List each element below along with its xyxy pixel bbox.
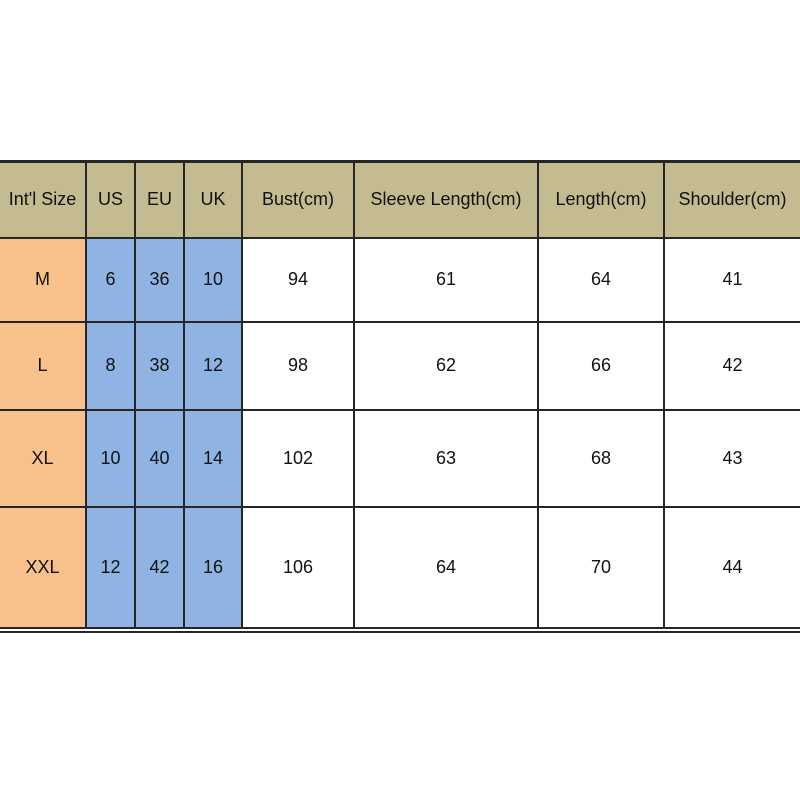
cell-length: 68 <box>537 408 665 508</box>
column-header-length: Length(cm) <box>537 160 665 239</box>
cell-sleeve: 63 <box>353 408 539 508</box>
table-outer-bottom-border <box>0 630 800 633</box>
cell-us: 6 <box>85 236 136 323</box>
cell-size: L <box>0 320 87 411</box>
cell-length: 64 <box>537 236 665 323</box>
cell-uk: 12 <box>183 320 243 411</box>
column-header-uk: UK <box>183 160 243 239</box>
size-chart-table: Int'l Size US EU UK Bust(cm) Sleeve Leng… <box>0 160 800 629</box>
cell-length: 70 <box>537 505 665 629</box>
cell-uk: 10 <box>183 236 243 323</box>
column-header-sleeve-length: Sleeve Length(cm) <box>353 160 539 239</box>
cell-us: 12 <box>85 505 136 629</box>
table-row-xxl: XXL 12 42 16 106 64 70 44 <box>0 505 800 629</box>
column-header-us: US <box>85 160 136 239</box>
cell-us: 10 <box>85 408 136 508</box>
cell-shoulder: 42 <box>663 320 800 411</box>
table-row-xl: XL 10 40 14 102 63 68 43 <box>0 408 800 508</box>
cell-bust: 106 <box>241 505 355 629</box>
table-row-l: L 8 38 12 98 62 66 42 <box>0 320 800 411</box>
cell-uk: 16 <box>183 505 243 629</box>
cell-eu: 38 <box>134 320 185 411</box>
cell-size: XXL <box>0 505 87 629</box>
cell-uk: 14 <box>183 408 243 508</box>
cell-bust: 102 <box>241 408 355 508</box>
column-header-bust: Bust(cm) <box>241 160 355 239</box>
cell-bust: 94 <box>241 236 355 323</box>
size-chart: Int'l Size US EU UK Bust(cm) Sleeve Leng… <box>0 160 800 633</box>
cell-length: 66 <box>537 320 665 411</box>
cell-us: 8 <box>85 320 136 411</box>
cell-shoulder: 41 <box>663 236 800 323</box>
cell-shoulder: 44 <box>663 505 800 629</box>
cell-size: XL <box>0 408 87 508</box>
cell-eu: 42 <box>134 505 185 629</box>
cell-eu: 40 <box>134 408 185 508</box>
cell-bust: 98 <box>241 320 355 411</box>
cell-shoulder: 43 <box>663 408 800 508</box>
column-header-shoulder: Shoulder(cm) <box>663 160 800 239</box>
cell-sleeve: 64 <box>353 505 539 629</box>
column-header-eu: EU <box>134 160 185 239</box>
cell-size: M <box>0 236 87 323</box>
table-row-m: M 6 36 10 94 61 64 41 <box>0 236 800 323</box>
cell-sleeve: 61 <box>353 236 539 323</box>
cell-sleeve: 62 <box>353 320 539 411</box>
cell-eu: 36 <box>134 236 185 323</box>
header-row: Int'l Size US EU UK Bust(cm) Sleeve Leng… <box>0 160 800 239</box>
column-header-intl-size: Int'l Size <box>0 160 87 239</box>
